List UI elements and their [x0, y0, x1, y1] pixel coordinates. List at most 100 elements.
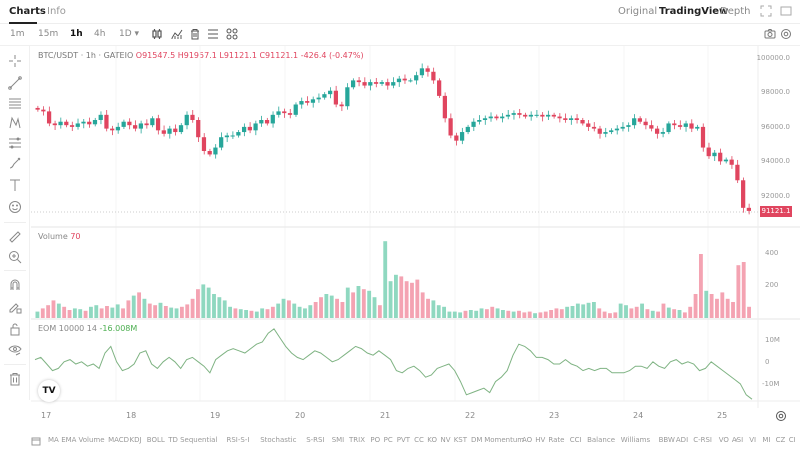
crosshair-icon[interactable] — [8, 54, 22, 68]
maximize-icon[interactable] — [780, 5, 792, 17]
indicator-hv[interactable]: HV — [535, 436, 546, 444]
settings-icon[interactable] — [780, 28, 792, 40]
indicator-ema[interactable]: EMA — [61, 436, 77, 444]
indicator-vo[interactable]: VO — [718, 436, 729, 444]
chart-legend: BTC/USDT · 1h · GATEIO O91547.5 H91957.1… — [38, 51, 364, 60]
indicator-smi[interactable]: SMI — [331, 436, 345, 444]
indicator-c-rsi[interactable]: C-RSI — [693, 436, 712, 444]
indicator-td-sequential[interactable]: TD Sequential — [168, 436, 218, 444]
indicator-asi[interactable]: ASI — [731, 436, 744, 444]
indicator-boll[interactable]: BOLL — [146, 436, 165, 444]
indicator-ko[interactable]: KO — [427, 436, 438, 444]
price-axis-label: 92000.0 — [761, 192, 790, 200]
volume-pane-title: Volume 70 — [38, 232, 81, 241]
indicator-balance[interactable]: Balance — [587, 436, 616, 444]
visibility-icon[interactable] — [8, 343, 22, 357]
indicator-momentum[interactable]: Momentum — [484, 436, 525, 444]
indicator-macd[interactable]: MACD — [108, 436, 130, 444]
indicator-stochastic[interactable]: Stochastic — [260, 436, 297, 444]
brush-icon[interactable] — [8, 156, 22, 170]
active-tab-indicator — [9, 22, 37, 24]
view-depth[interactable]: Depth — [720, 6, 751, 17]
indicator-volume[interactable]: Volume — [78, 436, 105, 444]
fib-icon[interactable] — [8, 136, 22, 150]
timeframe-4h[interactable]: 4h — [94, 29, 106, 39]
indicator-kdj[interactable]: KDJ — [129, 436, 142, 444]
indicator-rate[interactable]: Rate — [548, 436, 565, 444]
view-tradingview[interactable]: TradingView — [659, 6, 729, 17]
indicator-mi[interactable]: MI — [762, 436, 771, 444]
volume-value: 70 — [70, 232, 81, 241]
pattern-icon[interactable] — [8, 116, 22, 130]
fullscreen-icon[interactable] — [760, 5, 772, 17]
top-bar: Charts Info Original TradingView Depth — [0, 0, 800, 24]
trash-icon[interactable] — [8, 372, 22, 386]
low-value: L91121.1 — [219, 51, 257, 60]
indicator-po[interactable]: PO — [370, 436, 381, 444]
price-axis-label: 94000.0 — [761, 157, 790, 165]
indicator-cci[interactable]: CCI — [569, 436, 582, 444]
tab-info[interactable]: Info — [47, 6, 66, 17]
indicator-bbw[interactable]: BBW — [658, 436, 675, 444]
indicator-ci[interactable]: CI — [788, 436, 796, 444]
indicator-nv[interactable]: NV — [440, 436, 451, 444]
trendline-icon[interactable] — [8, 76, 22, 90]
indicator-ma[interactable]: MA — [48, 436, 59, 444]
zoom-in-icon[interactable] — [8, 250, 22, 264]
price-chart-canvas[interactable] — [31, 46, 800, 408]
text-icon[interactable] — [8, 178, 22, 192]
tradingview-logo[interactable]: TV — [38, 380, 60, 402]
candle-type-icon[interactable] — [151, 28, 163, 40]
last-price-tag: 91121.1 — [760, 206, 792, 217]
camera-icon[interactable] — [764, 28, 776, 40]
indicators-icon[interactable] — [171, 28, 183, 40]
indicator-trix[interactable]: TRIX — [349, 436, 365, 444]
x-axis-label: 19 — [210, 411, 221, 420]
timeframe-1m[interactable]: 1m — [10, 29, 25, 39]
indicator-adi[interactable]: ADI — [675, 436, 689, 444]
indicator-kst[interactable]: KST — [453, 436, 467, 444]
scroll-right-icon[interactable]: › — [735, 436, 738, 444]
change-value: -426.4 (-0.47%) — [300, 51, 364, 60]
magnet-icon[interactable] — [8, 278, 22, 292]
x-axis-label: 23 — [549, 411, 560, 420]
indicator-williams[interactable]: Williams — [620, 436, 651, 444]
high-value: H91957.1 — [177, 51, 217, 60]
timeframe-15m[interactable]: 15m — [38, 29, 59, 39]
indicator-cc[interactable]: CC — [414, 436, 424, 444]
indicator-cz[interactable]: CZ — [775, 436, 786, 444]
tool-divider — [4, 270, 26, 271]
emoji-icon[interactable] — [8, 200, 22, 214]
calendar-icon[interactable] — [31, 436, 41, 446]
delete-icon[interactable] — [189, 28, 201, 40]
indicator-ao[interactable]: AO — [522, 436, 533, 444]
chart-toolbar: 1m 15m 1h 4h 1D ▾ — [0, 24, 800, 46]
tab-charts[interactable]: Charts — [9, 6, 46, 17]
x-axis-label: 22 — [465, 411, 476, 420]
layout-icon[interactable] — [226, 28, 238, 40]
view-original[interactable]: Original — [618, 6, 658, 17]
indicator-bar: MA EMA Volume MACD KDJ BOLL TD Sequential RSI-S… — [0, 432, 800, 450]
indicator-s-rsi[interactable]: S-RSI — [306, 436, 325, 444]
indicator-pc[interactable]: PC — [383, 436, 393, 444]
horizontal-lines-icon[interactable] — [8, 96, 22, 110]
price-axis-label: 98000.0 — [761, 88, 790, 96]
tool-divider — [4, 364, 26, 365]
indicator-pvt[interactable]: PVT — [396, 436, 411, 444]
unlock-icon[interactable] — [8, 322, 22, 336]
list-icon[interactable] — [207, 28, 219, 40]
x-axis-label: 24 — [633, 411, 644, 420]
ruler-icon[interactable] — [8, 230, 22, 244]
symbol-label: BTC/USDT · 1h · GATEIO — [38, 51, 134, 60]
open-value: O91547.5 — [135, 51, 176, 60]
timeframe-1d-dropdown[interactable]: 1D ▾ — [119, 29, 140, 39]
tool-divider — [4, 222, 26, 223]
indicator-rsi-s-i[interactable]: RSI-S-I — [226, 436, 250, 444]
eom-axis-label: 0 — [765, 358, 770, 366]
lock-drawing-icon[interactable] — [8, 300, 22, 314]
axis-settings-icon[interactable] — [775, 410, 787, 422]
price-axis-label: 100000.0 — [756, 54, 790, 62]
timeframe-1h[interactable]: 1h — [70, 29, 83, 39]
indicator-dm[interactable]: DM — [471, 436, 483, 444]
indicator-vi[interactable]: VI — [749, 436, 757, 444]
